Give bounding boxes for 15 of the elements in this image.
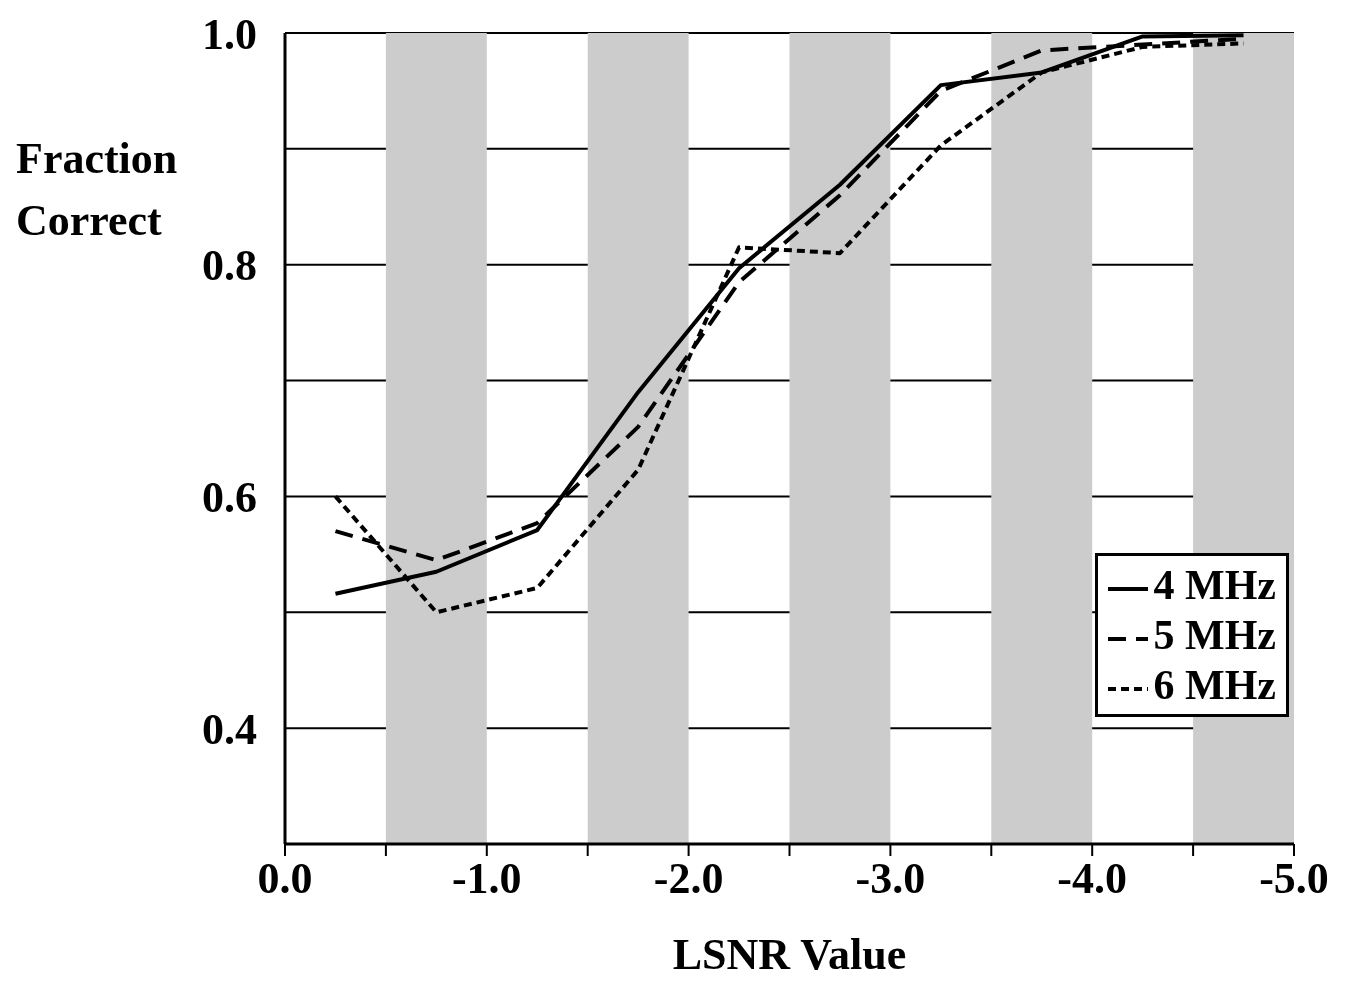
x-tick-label: -2.0 (653, 854, 724, 904)
x-tick-label: -4.0 (1057, 854, 1128, 904)
x-tick-label: 0.0 (257, 854, 313, 904)
y-tick-label: 0.8 (202, 241, 257, 291)
x-axis-title: LSNR Value (671, 929, 908, 980)
y-tick-label: 0.4 (202, 704, 257, 754)
x-tick-label: -1.0 (451, 854, 522, 904)
legend-label: 4 MHz (1153, 561, 1276, 610)
y-tick-label: 0.6 (202, 473, 257, 523)
legend-label: 5 MHz (1153, 611, 1276, 660)
y-tick-label: 1.0 (202, 9, 257, 59)
legend-label: 6 MHz (1153, 661, 1276, 710)
x-tick-label: -5.0 (1259, 854, 1329, 904)
y-axis-title: Fraction Correct (16, 134, 178, 245)
x-tick-label: -3.0 (855, 854, 926, 904)
